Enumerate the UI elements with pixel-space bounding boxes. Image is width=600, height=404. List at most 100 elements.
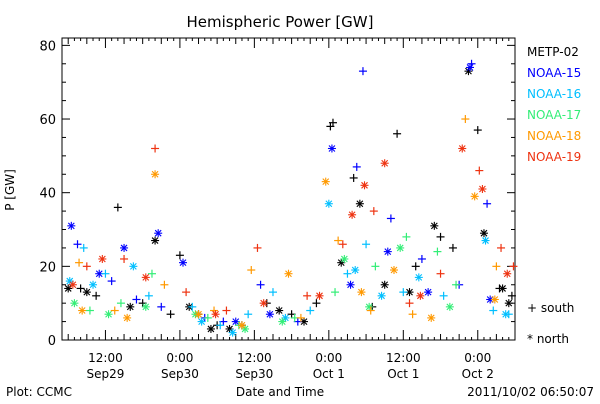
marker-stroke [229, 329, 237, 337]
north-marker [89, 280, 98, 289]
marker-stroke [361, 181, 368, 189]
marker-stroke [340, 255, 348, 263]
north-marker [126, 302, 135, 311]
marker-stroke [348, 211, 356, 219]
north-marker [228, 328, 237, 337]
north-marker [355, 199, 364, 208]
north-marker [470, 192, 479, 201]
south-marker [408, 310, 417, 319]
south-marker [175, 251, 184, 260]
marker-stroke [322, 178, 330, 186]
x-axis-label: Date and Time [236, 385, 324, 399]
south-marker [352, 162, 361, 171]
marker-stroke [129, 262, 137, 270]
marker-stroke [505, 299, 513, 307]
north-marker [416, 291, 425, 300]
chart-title: Hemispheric Power [GW] [187, 13, 374, 31]
south-marker [492, 262, 501, 271]
marker-stroke [266, 310, 274, 318]
south-marker [268, 288, 277, 297]
marker-stroke [502, 310, 510, 318]
x-tick-date-label: Sep29 [86, 367, 124, 381]
south-marker [303, 291, 312, 300]
south-marker [116, 299, 125, 308]
south-marker [244, 310, 253, 319]
south-marker [120, 254, 129, 263]
south-marker [473, 126, 482, 135]
marker-stroke [98, 255, 106, 263]
north-marker [498, 284, 507, 293]
marker-stroke [479, 185, 486, 193]
marker-stroke [207, 325, 215, 333]
marker-stroke [83, 288, 91, 296]
south-marker [489, 306, 498, 315]
footer-left: Plot: CCMC [6, 385, 72, 399]
marker-stroke [480, 229, 488, 237]
north-marker [365, 302, 374, 311]
north-marker [82, 288, 91, 297]
legend-item: NOAA-16 [527, 87, 581, 101]
north-marker [206, 324, 215, 333]
north-marker [503, 269, 512, 278]
marker-stroke [384, 248, 392, 255]
north-marker [377, 291, 386, 300]
north-marker [427, 313, 436, 322]
south-marker [157, 302, 166, 311]
north-marker [424, 288, 433, 297]
x-tick-date-label: Sep30 [161, 367, 199, 381]
x-tick-label: 12:00 [237, 351, 272, 365]
y-tick-label: 0 [48, 334, 56, 349]
north-marker [396, 243, 405, 252]
south-marker [256, 280, 265, 289]
south-marker [73, 240, 82, 249]
south-marker [82, 262, 91, 271]
south-marker [296, 313, 305, 322]
south-marker [366, 306, 375, 315]
marker-stroke [491, 296, 499, 303]
south-marker [79, 243, 88, 252]
x-axis: 12:00 Sep29 0:00 Sep30 12:00 Sep30 0:00 Oct 1 12… [61, 38, 516, 381]
marker-stroke [105, 310, 112, 318]
north-marker [321, 177, 330, 186]
south-marker [402, 232, 411, 241]
marker-stroke [300, 318, 308, 325]
marker-stroke [499, 285, 506, 292]
footer-right: 2011/10/02 06:50:07 [467, 385, 594, 399]
south-marker [436, 269, 445, 278]
marker-stroke [378, 292, 385, 300]
marker-stroke [466, 64, 474, 71]
marker-stroke [482, 237, 489, 244]
south-marker [371, 262, 380, 271]
north-marker [104, 310, 113, 319]
marker-stroke [325, 200, 333, 208]
y-axis-label: P [GW] [3, 169, 17, 211]
south-marker [362, 240, 371, 249]
north-marker [237, 321, 246, 330]
south-marker [349, 173, 358, 182]
south-marker [461, 115, 470, 124]
south-marker [306, 306, 315, 315]
marker-stroke [212, 310, 219, 318]
south-marker [448, 243, 457, 252]
south-marker [433, 247, 442, 256]
south-marker [393, 129, 402, 138]
north-marker [67, 221, 76, 230]
south-marker [75, 258, 84, 267]
marker-stroke [69, 281, 77, 289]
south-marker [76, 284, 85, 293]
south-marker [166, 310, 175, 319]
north-marker [98, 254, 107, 263]
north-marker [357, 288, 366, 297]
south-marker [101, 269, 110, 278]
marker-stroke [427, 314, 435, 322]
marker-stroke [430, 222, 438, 230]
south-marker [399, 288, 408, 297]
marker-stroke [406, 288, 413, 296]
north-marker [481, 236, 490, 245]
north-marker [231, 317, 240, 326]
marker-stroke [415, 274, 423, 281]
north-marker [284, 269, 293, 278]
south-marker [188, 302, 197, 311]
north-marker [445, 302, 454, 311]
marker-stroke [198, 318, 206, 325]
